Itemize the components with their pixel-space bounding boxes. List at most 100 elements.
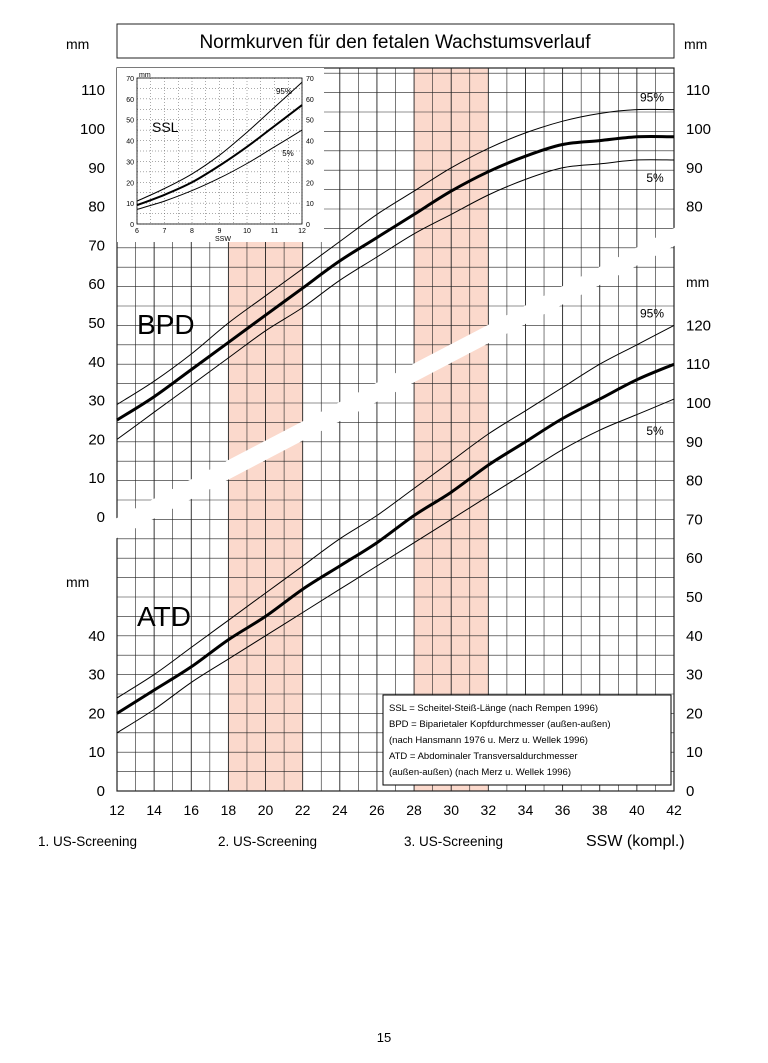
inset-tick-x: 8 — [190, 228, 194, 235]
tick-left-atd: 30 — [88, 667, 105, 684]
inset-frame — [136, 77, 303, 225]
legend-frame — [382, 694, 672, 786]
inset-label-ssl: SSL — [152, 119, 179, 135]
tick-left-bpd: 40 — [88, 354, 105, 371]
atd-curve-50pct — [116, 362, 675, 715]
inset-tick-x: 6 — [135, 228, 139, 235]
inset-tick-right: 60 — [306, 97, 314, 104]
tick-right-bpd: 110 — [686, 82, 710, 99]
atd-label-95: 95% — [640, 306, 664, 320]
inset-tick-right: 30 — [306, 159, 314, 166]
tick-right-atd: 80 — [686, 473, 703, 490]
tick-right-atd: 110 — [686, 356, 710, 373]
inset-tick-right: 0 — [306, 222, 310, 229]
legend-line: (nach Hansmann 1976 u. Merz u. Wellek 19… — [389, 735, 588, 746]
tick-right-bpd: 80 — [686, 199, 703, 216]
inset-tick-left: 20 — [126, 180, 134, 187]
page-number: 15 — [376, 1030, 392, 1045]
legend-line: (außen-außen) (nach Merz u. Wellek 1996) — [389, 767, 571, 778]
inset-tick-left: 0 — [130, 222, 134, 229]
inset-curve-95pct — [136, 81, 303, 202]
atd-label-5: 5% — [646, 424, 664, 438]
inset-tick-x: 10 — [243, 228, 251, 235]
tick-left-bpd: 0 — [97, 509, 105, 526]
tick-left-atd: 20 — [88, 705, 105, 722]
tick-x: 38 — [592, 802, 608, 818]
tick-x: 28 — [406, 802, 422, 818]
bottom-labels: 1. US-Screening 2. US-Screening 3. US-Scre… — [38, 833, 685, 850]
inset-tick-right: 10 — [306, 201, 314, 208]
bpd-curve-95pct — [116, 108, 675, 405]
screening-label-1: 1. US-Screening — [38, 834, 137, 849]
tick-left-bpd: 80 — [88, 199, 105, 216]
inset-tick-right: 70 — [306, 76, 314, 83]
inset-tick-left: 30 — [126, 159, 134, 166]
tick-left-bpd: 70 — [88, 237, 105, 254]
tick-right-atd: 0 — [686, 783, 694, 800]
tick-left-atd: 40 — [88, 628, 105, 645]
tick-x: 26 — [369, 802, 385, 818]
bpd-label-5: 5% — [646, 171, 664, 185]
unit-label-top-right: mm — [684, 36, 707, 52]
panel-divider — [115, 226, 678, 539]
inset-tick-left: 50 — [126, 118, 134, 125]
inset-label-95: 95% — [276, 87, 292, 96]
legend-line: ATD = Abdominaler Transversaldurchmesser — [389, 751, 578, 762]
tick-x: 16 — [183, 802, 199, 818]
inset-tick-x: 11 — [271, 228, 278, 235]
axis-labels: 0102030405060708090100110809010011001020… — [66, 82, 711, 818]
tick-right-atd: 50 — [686, 589, 703, 606]
tick-x: 24 — [332, 802, 348, 818]
tick-left-bpd: 60 — [88, 276, 105, 293]
inset-xlabel: SSW — [215, 236, 231, 243]
tick-right-atd: 70 — [686, 511, 703, 528]
inset-unit: mm — [139, 72, 151, 79]
unit-right-atd: mm — [686, 274, 709, 290]
tick-x: 42 — [666, 802, 682, 818]
tick-right-atd: 120 — [686, 317, 711, 334]
plot-frame — [116, 67, 675, 792]
panel-label-atd: ATD — [137, 601, 191, 632]
tick-x: 30 — [443, 802, 459, 818]
tick-left-bpd: 110 — [81, 82, 105, 99]
inset-curve-5pct — [136, 129, 303, 210]
tick-left-bpd: 100 — [80, 121, 105, 138]
curves: 95% 5% 95% 5% BPD ATD — [116, 91, 675, 734]
bpd-label-95: 95% — [640, 91, 664, 105]
tick-right-bpd: 100 — [686, 121, 711, 138]
tick-right-atd: 30 — [686, 667, 703, 684]
unit-left-atd: mm — [66, 574, 89, 590]
screening-label-2: 2. US-Screening — [218, 834, 317, 849]
tick-left-atd: 0 — [97, 783, 105, 800]
tick-left-bpd: 50 — [88, 315, 105, 332]
title-box — [116, 23, 675, 59]
inset-tick-right: 20 — [306, 180, 314, 187]
inset-curve-50pct — [136, 104, 303, 207]
tick-left-bpd: 90 — [88, 160, 105, 177]
inset-tick-right: 40 — [306, 139, 314, 146]
tick-right-atd: 90 — [686, 434, 703, 451]
x-axis-label: SSW (kompl.) — [586, 833, 685, 850]
tick-left-bpd: 10 — [88, 470, 105, 487]
tick-x: 32 — [481, 802, 497, 818]
tick-x: 36 — [555, 802, 571, 818]
tick-right-bpd: 90 — [686, 160, 703, 177]
tick-left-atd: 10 — [88, 744, 105, 761]
inset-label-5: 5% — [282, 149, 294, 158]
inset-tick-left: 60 — [126, 97, 134, 104]
legend-box: SSL = Scheitel-Steiß-Länge (nach Rempen … — [382, 694, 672, 786]
atd-curve-5pct — [116, 398, 675, 734]
legend-line: SSL = Scheitel-Steiß-Länge (nach Rempen … — [389, 703, 598, 714]
tick-right-atd: 20 — [686, 705, 703, 722]
tick-x: 12 — [109, 802, 125, 818]
unit-label-top-left: mm — [66, 36, 89, 52]
tick-right-atd: 60 — [686, 550, 703, 567]
tick-x: 18 — [221, 802, 237, 818]
inset-tick-left: 70 — [126, 76, 134, 83]
legend-line: BPD = Biparietaler Kopfdurchmesser (auße… — [389, 719, 611, 730]
tick-left-bpd: 20 — [88, 431, 105, 448]
tick-x: 20 — [258, 802, 274, 818]
panel-label-bpd: BPD — [137, 309, 195, 340]
chart-title: Normkurven für den fetalen Wachstumsverl… — [199, 32, 591, 53]
